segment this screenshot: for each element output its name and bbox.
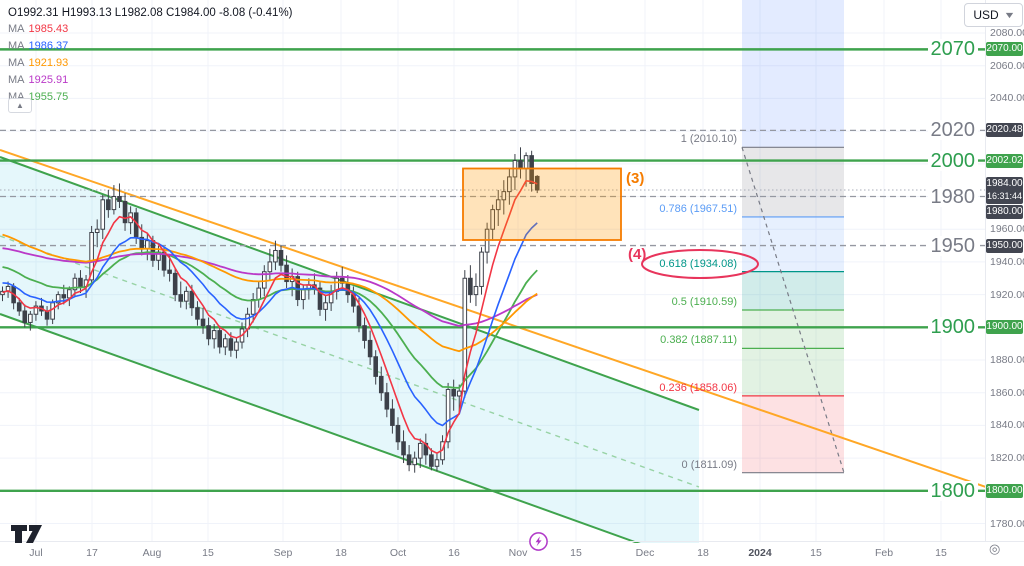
price-tick: 1880.00	[990, 354, 1024, 367]
current-price-badge: 1984.00 16:31:44	[986, 176, 1023, 204]
price-badge: 1980.00	[986, 204, 1023, 219]
legend: O1992.31 H1993.13 L1982.08 C1984.00 -8.0…	[8, 5, 293, 106]
ma-legend-row: MA 1925.91	[8, 74, 69, 86]
level-label-1950: 1950	[927, 235, 978, 256]
level-label-2020: 2020	[927, 120, 978, 141]
fib-level-label: 0.236 (1858.06)	[659, 381, 737, 394]
time-tick: Oct	[389, 547, 407, 559]
time-axis[interactable]	[0, 541, 1024, 566]
legend-collapse-button[interactable]: ▲	[8, 98, 32, 113]
fib-level-label: 0.618 (1934.08)	[659, 257, 737, 270]
time-tick: 2024	[748, 547, 772, 559]
ma-legend-rows: MA 1985.43 MA 1986.37 MA 1921.93 MA 1925.91 MA 19…	[8, 21, 293, 106]
price-tick: 1860.00	[990, 386, 1024, 399]
level-label-1800: 1800	[927, 480, 978, 501]
time-tick: Feb	[874, 547, 894, 559]
price-tick: 1820.00	[990, 452, 1024, 465]
time-tick: 15	[202, 547, 214, 559]
price-badge: 2020.48	[986, 123, 1023, 138]
time-tick: 15	[935, 547, 947, 559]
price-tick: 2060.00	[990, 59, 1024, 72]
time-tick: 15	[570, 547, 582, 559]
time-tick: Aug	[142, 547, 162, 559]
price-badge: 2070.00	[986, 42, 1023, 57]
price-tick: 2040.00	[990, 92, 1024, 105]
ohlc-values: O1992.31 H1993.13 L1982.08 C1984.00 -8.0…	[8, 7, 293, 19]
ma-legend-row: MA 1986.37	[8, 40, 69, 52]
ma-legend-row: MA 1921.93	[8, 57, 69, 69]
price-tick: 1840.00	[990, 419, 1024, 432]
ma-legend-row: MA 1955.75	[8, 91, 69, 103]
fib-level-label: 0 (1811.09)	[681, 458, 737, 471]
annotation-4: (4)	[628, 246, 647, 263]
price-badge: 1900.00	[986, 320, 1023, 335]
fib-level-label: 1 (2010.10)	[680, 133, 737, 146]
annotation-3: (3)	[626, 170, 645, 187]
price-axis[interactable]	[985, 0, 1024, 541]
time-tick: 17	[86, 547, 98, 559]
time-tick: 15	[810, 547, 822, 559]
target-circle-icon[interactable]: ◎	[989, 541, 1001, 556]
time-tick: Dec	[635, 547, 655, 559]
price-tick: 2080.00	[990, 27, 1024, 40]
time-tick: 18	[335, 547, 347, 559]
level-label-1980: 1980	[927, 186, 978, 207]
currency-selector[interactable]: USD ▼	[964, 3, 1023, 27]
price-tick: 1920.00	[990, 288, 1024, 301]
currency-label: USD	[973, 8, 999, 22]
time-tick: 16	[448, 547, 460, 559]
time-tick: Nov	[508, 547, 528, 559]
time-tick: Sep	[273, 547, 293, 559]
price-tick: 1940.00	[990, 255, 1024, 268]
level-label-1900: 1900	[927, 317, 978, 338]
fib-level-label: 0.5 (1910.59)	[671, 296, 737, 308]
chevron-down-icon: ▼	[1002, 10, 1016, 20]
time-tick: 18	[697, 547, 709, 559]
fib-level-label: 0.786 (1967.51)	[659, 202, 737, 215]
tradingview-logo[interactable]	[10, 521, 46, 547]
level-label-2070: 2070	[927, 39, 978, 60]
price-tick: 1780.00	[990, 517, 1024, 530]
price-tick: 1960.00	[990, 223, 1024, 236]
time-tick: Jul	[29, 547, 43, 559]
price-badge: 1800.00	[986, 483, 1023, 498]
fib-level-label: 0.382 (1887.11)	[660, 334, 737, 347]
lightning-bolt-icon[interactable]	[528, 531, 549, 552]
ma-legend-row: MA 1985.43	[8, 23, 69, 35]
level-label-2000: 2000	[927, 150, 978, 171]
price-badge: 1950.00	[986, 238, 1023, 253]
price-badge: 2002.02	[986, 153, 1023, 168]
chevron-up-icon: ▲	[16, 101, 24, 110]
